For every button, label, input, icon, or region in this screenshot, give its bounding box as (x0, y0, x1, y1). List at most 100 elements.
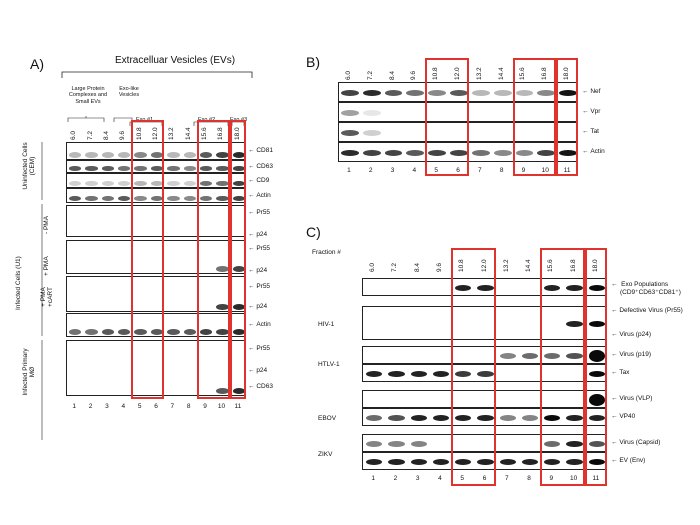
lane-number: 11 (592, 475, 600, 482)
blot-strip (362, 408, 607, 426)
blot-band (544, 459, 561, 465)
marker-label: EV (Env) (611, 457, 645, 465)
blot-band (515, 150, 534, 156)
marker-label: Actin (248, 321, 270, 329)
fraction-label: 7.2 (366, 70, 374, 80)
blot-band (232, 388, 245, 394)
blot-band (118, 180, 131, 186)
blot-band (388, 441, 405, 447)
blot-band (118, 195, 131, 201)
blot-band (477, 371, 494, 377)
lane-number: 7 (478, 167, 482, 174)
blot-band (167, 195, 180, 201)
blot-band (183, 152, 196, 158)
blot-band (232, 180, 245, 186)
exo-highlight-box (229, 120, 246, 399)
lane-number: 7 (170, 403, 175, 410)
blot-band (566, 321, 583, 327)
marker-label: Virus (p19) (611, 351, 651, 359)
blot-band (388, 415, 405, 421)
marker-label: Vpr (582, 108, 600, 116)
marker-exo-populations: Exo Populations (611, 281, 668, 289)
exo-highlight-box (131, 120, 165, 399)
virus-label: EBOV (318, 415, 337, 422)
blot-band (384, 150, 403, 156)
fraction-label: 8.4 (388, 70, 396, 80)
lane-number: 10 (217, 403, 226, 410)
marker-label: Virus (Capsid) (611, 439, 660, 447)
blot-band (588, 371, 605, 377)
lane-number: 10 (541, 167, 549, 174)
group-exo-like: Exo-like Vesicles (118, 86, 140, 99)
virus-label: ZIKV (318, 451, 333, 458)
blot-band (341, 90, 359, 96)
blot-band (216, 329, 229, 335)
blot-band (477, 285, 494, 291)
panel-b-label: B) (306, 54, 320, 70)
lane-number: 8 (527, 475, 531, 482)
blot-band (493, 150, 512, 156)
group-large-complexes: Large Protein Complexes and Small EVs (68, 86, 108, 105)
lane-number: 6 (482, 475, 487, 482)
exo-highlight-box (196, 120, 230, 399)
lane-number: 1 (371, 475, 375, 482)
fraction-label: 9.6 (410, 70, 418, 80)
blot-band (499, 353, 516, 359)
highlight-box (556, 58, 578, 176)
blot-band (183, 195, 196, 201)
blot-band (69, 152, 82, 158)
blot-band (199, 152, 213, 158)
blot-strip (362, 364, 607, 382)
fraction-label: 8.4 (413, 262, 421, 272)
lane-number: 2 (393, 475, 398, 482)
blot-band (232, 152, 245, 158)
marker-label: Actin (582, 148, 604, 156)
highlight-box (584, 248, 607, 486)
marker-label: CD63 (248, 163, 273, 171)
blot-band (477, 415, 494, 421)
blot-band (216, 388, 229, 394)
marker-label: Pr55 (248, 345, 270, 353)
blot-band (499, 459, 516, 465)
blot-band (69, 166, 82, 171)
blot-band (216, 195, 229, 201)
fraction-number-label: Fraction # (312, 249, 341, 256)
highlight-box (512, 58, 557, 176)
blot-band (544, 415, 561, 421)
blot-band (101, 329, 115, 335)
blot-band (199, 166, 213, 171)
blot-band (134, 166, 147, 171)
blot-band (85, 152, 98, 158)
panel-a-title: Extracelluar Vesicles (EVs) (115, 55, 236, 66)
lane-number: 1 (72, 403, 76, 410)
blot-band (588, 394, 605, 406)
fraction-label: 8.4 (102, 130, 110, 140)
blot-band (134, 180, 147, 186)
marker-label: Pr55 (248, 245, 270, 253)
fraction-label: 9.6 (435, 262, 443, 272)
blot-band (521, 415, 539, 421)
blot-band (366, 459, 383, 465)
blot-band (167, 152, 180, 158)
blot-band (101, 180, 115, 186)
marker-label: Defective Virus (Pr55) (611, 307, 682, 315)
blot-strip (338, 142, 578, 162)
blot-band (537, 150, 556, 156)
blot-band (588, 415, 605, 421)
blot-band (199, 180, 213, 186)
blot-band (118, 329, 131, 335)
blot-band (428, 150, 447, 156)
lane-number: 3 (105, 403, 109, 410)
fraction-label: 7.2 (391, 262, 399, 272)
blot-band (69, 195, 82, 201)
blot-band (134, 152, 147, 158)
marker-label: CD81 (248, 147, 273, 155)
blot-band (183, 166, 196, 171)
blot-strip (66, 160, 246, 173)
blot-band (341, 110, 359, 116)
blot-band (410, 441, 427, 447)
blot-band (559, 90, 577, 96)
lane-number: 6 (456, 167, 460, 174)
marker-label: Pr55 (248, 283, 270, 291)
blot-band (566, 415, 583, 421)
